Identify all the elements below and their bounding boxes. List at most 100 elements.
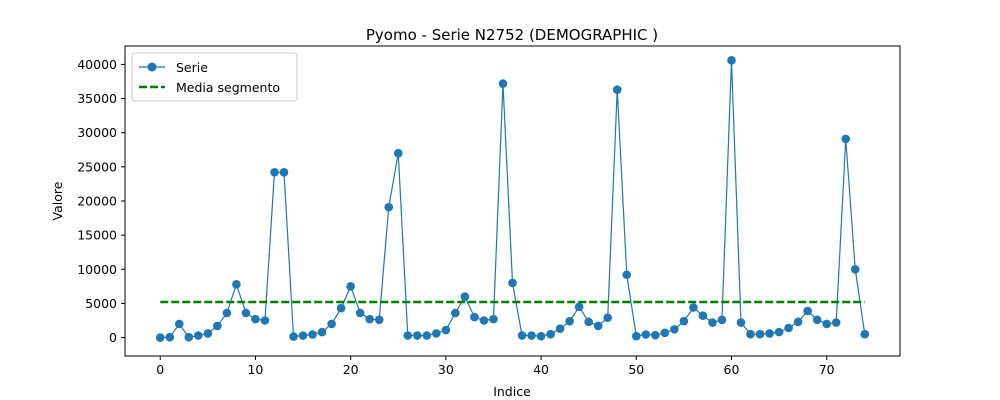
- serie-point: [374, 315, 384, 325]
- serie-point: [689, 303, 698, 312]
- serie-point: [765, 329, 774, 338]
- serie-point: [317, 327, 327, 337]
- serie-point: [517, 331, 527, 340]
- serie-point: [470, 312, 479, 322]
- serie-point: [203, 329, 213, 338]
- serie-point: [279, 168, 289, 177]
- serie-point: [536, 331, 546, 341]
- serie-point: [355, 308, 365, 318]
- serie-point: [784, 323, 793, 333]
- serie-point: [441, 325, 451, 335]
- serie-point: [803, 306, 812, 316]
- serie-point: [860, 329, 870, 339]
- serie-point: [660, 328, 670, 338]
- serie-point: [498, 79, 508, 88]
- serie-point: [451, 308, 460, 318]
- y-tick-label: 15000: [77, 228, 117, 243]
- chart-title: Pyomo - Serie N2752 (DEMOGRAPHIC ): [366, 26, 658, 44]
- serie-point: [670, 325, 679, 334]
- x-tick-label: 30: [438, 362, 454, 377]
- serie-point: [184, 332, 194, 342]
- x-axis-title: Indice: [493, 384, 531, 399]
- serie-point: [736, 318, 746, 327]
- serie-point: [194, 331, 203, 340]
- legend-serie-marker: [147, 62, 157, 72]
- y-tick-label: 40000: [77, 57, 117, 72]
- serie-point: [631, 331, 641, 341]
- plot-area: [155, 56, 870, 342]
- serie-point: [165, 332, 175, 342]
- serie-point: [727, 56, 736, 65]
- serie-point: [393, 148, 403, 158]
- y-tick-label: 30000: [77, 125, 117, 140]
- serie-point: [403, 331, 413, 340]
- serie-point: [213, 321, 222, 331]
- legend-serie-label: Serie: [176, 60, 208, 75]
- serie-point: [384, 202, 394, 212]
- legend-media-label: Media segmento: [176, 80, 280, 95]
- serie-point: [232, 280, 241, 289]
- serie-point: [174, 319, 184, 329]
- x-tick-label: 20: [343, 362, 359, 377]
- legend-box: [131, 52, 298, 102]
- serie-point: [812, 315, 822, 325]
- x-tick-label: 70: [819, 362, 835, 377]
- serie-point: [746, 329, 755, 339]
- serie-point: [755, 329, 765, 339]
- serie-point: [831, 318, 841, 327]
- y-tick-label: 35000: [77, 91, 117, 106]
- serie-point: [336, 303, 346, 313]
- serie-point: [412, 331, 422, 340]
- x-tick-label: 40: [533, 362, 549, 377]
- serie-point: [346, 282, 355, 291]
- serie-point: [546, 329, 555, 339]
- serie-point: [241, 308, 251, 318]
- x-tick-label: 10: [247, 362, 263, 377]
- serie-point: [479, 316, 489, 325]
- serie-point: [708, 318, 717, 327]
- serie-point: [555, 324, 565, 333]
- serie-point: [327, 319, 336, 329]
- y-tick-label: 5000: [85, 296, 117, 311]
- serie-point: [622, 270, 632, 280]
- serie-point: [527, 331, 536, 340]
- x-tick-label: 60: [724, 362, 740, 377]
- serie-point: [698, 311, 708, 321]
- serie-point: [641, 330, 651, 339]
- y-tick-label: 20000: [77, 194, 117, 209]
- serie-point: [841, 134, 851, 144]
- serie-point: [679, 316, 689, 326]
- serie-point: [850, 264, 860, 274]
- serie-point: [460, 292, 470, 301]
- serie-point: [251, 314, 260, 324]
- legend: Serie Media segmento: [131, 52, 298, 102]
- serie-point: [222, 308, 232, 318]
- y-axis: 0 5000 10000 15000 20000 25000 30000 35000 40000: [77, 57, 125, 345]
- serie-point: [593, 321, 603, 331]
- serie-point: [717, 315, 727, 325]
- serie-point: [308, 330, 317, 339]
- serie-point: [260, 316, 270, 325]
- serie-point: [584, 317, 593, 327]
- serie-point: [774, 327, 784, 337]
- serie-point: [365, 314, 374, 324]
- serie-point: [508, 278, 517, 288]
- y-tick-label: 0: [109, 330, 117, 345]
- serie-point: [603, 313, 613, 323]
- serie-point: [489, 314, 498, 324]
- y-tick-label: 25000: [77, 159, 117, 174]
- serie-point: [422, 331, 432, 340]
- serie-point: [651, 330, 660, 340]
- serie-point: [822, 319, 831, 329]
- x-tick-label: 0: [156, 362, 164, 377]
- serie-point: [574, 302, 584, 312]
- x-tick-label: 50: [628, 362, 644, 377]
- serie-point: [289, 332, 298, 341]
- serie-point: [432, 329, 441, 338]
- serie-point: [298, 331, 308, 340]
- x-axis: 0 10 20 30 40 50 60 70: [156, 356, 835, 377]
- serie-point: [270, 168, 279, 177]
- serie-point: [565, 316, 574, 326]
- serie-point: [155, 333, 165, 342]
